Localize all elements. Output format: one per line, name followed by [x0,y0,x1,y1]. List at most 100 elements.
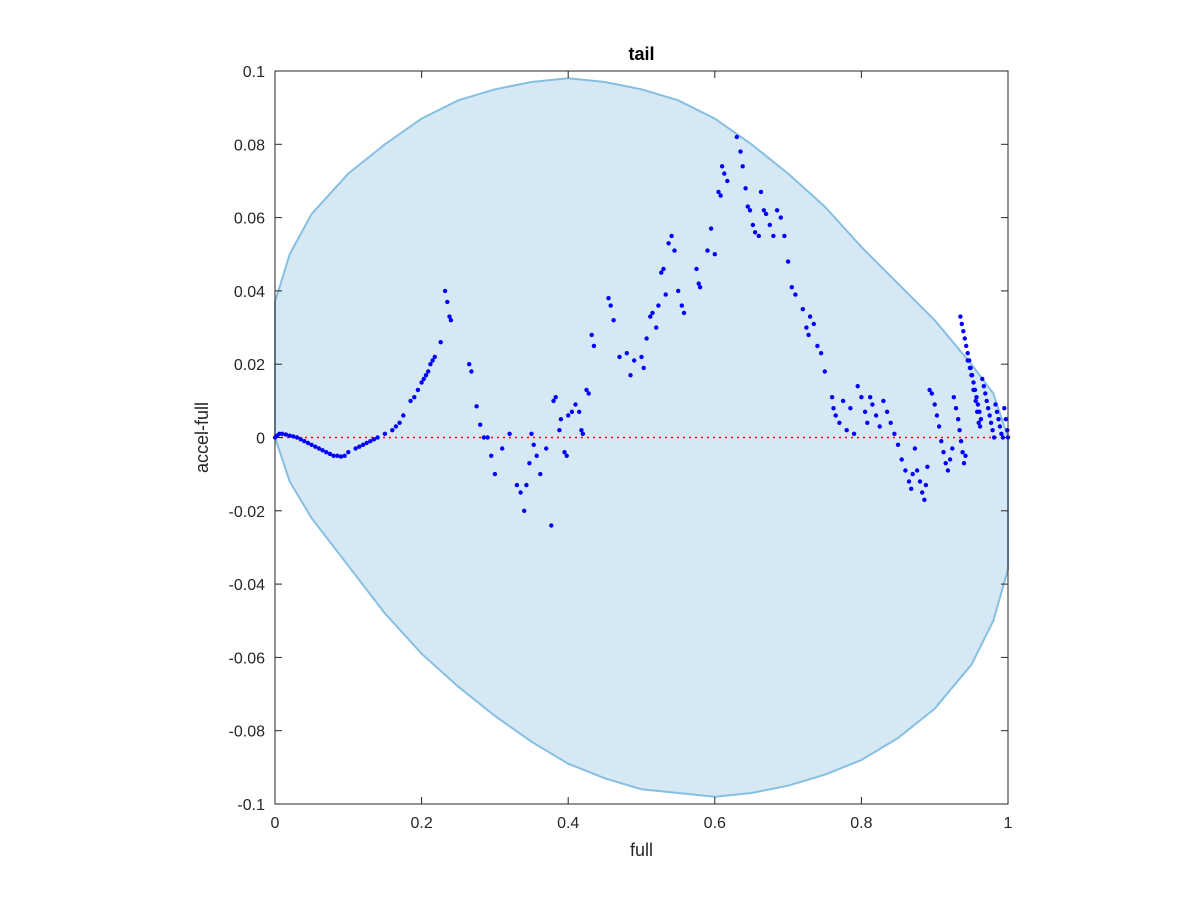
data-point [807,314,813,319]
data-point [912,446,918,451]
data-point [538,471,543,477]
data-point [782,233,787,239]
data-point [868,395,873,400]
data-point [628,373,633,378]
y-tick-label: -0.02 [229,504,266,521]
data-point [743,186,748,191]
data-point [551,398,556,404]
data-point [639,354,644,360]
y-tick-label: -0.04 [229,577,266,594]
data-point [507,431,512,436]
data-point [566,413,571,418]
data-point [313,444,318,449]
data-point [357,444,362,449]
data-point [428,362,433,367]
data-point [831,406,836,411]
data-point [994,409,1000,414]
data-point [758,189,764,195]
data-point [527,461,532,466]
data-point [793,292,798,297]
data-point [981,384,986,389]
data-point [740,164,745,169]
data-point [573,402,578,407]
data-point [725,178,730,184]
data-point [895,442,901,447]
data-point [467,362,472,367]
data-point [666,241,671,246]
data-point [305,440,311,446]
data-point [906,479,912,484]
data-point [914,468,920,473]
data-point [873,413,879,418]
data-point [419,380,424,385]
data-point [722,171,727,176]
data-point [999,431,1004,436]
data-point [577,409,582,414]
data-point [544,446,549,451]
data-point [694,266,699,272]
data-point [947,457,953,462]
data-point [974,395,979,400]
x-tick-label: 1 [1004,815,1013,832]
data-point [283,432,289,437]
data-point [353,446,358,451]
data-point [421,376,426,382]
data-point [489,453,494,458]
data-point [960,450,965,455]
data-point [346,450,351,455]
data-point [591,343,597,349]
data-point [608,303,613,308]
data-point [492,471,498,477]
data-point [291,434,296,439]
data-point [927,387,932,393]
data-point [975,402,981,407]
data-point [415,387,421,393]
data-point [331,453,336,458]
data-point [752,230,758,235]
data-point [851,431,857,436]
data-point [335,453,340,458]
data-point [287,433,292,438]
chart-title: tail [628,44,654,64]
data-point [447,314,452,319]
data-point [448,318,454,323]
data-point [438,340,443,345]
data-point [280,431,285,436]
data-point [514,482,520,488]
data-point [961,329,966,334]
data-point [426,369,431,374]
data-point [986,406,991,411]
data-point [562,450,567,455]
data-point [953,406,959,411]
data-point [848,406,853,411]
data-point [833,413,838,418]
data-point [983,391,988,396]
data-point [569,409,575,414]
data-point [442,288,448,294]
data-point [962,336,967,341]
data-point [719,164,725,169]
data-point [968,365,973,371]
data-point [829,395,835,400]
data-point [342,453,347,458]
x-tick-label: 0.8 [850,815,872,832]
data-point [932,402,937,407]
data-point [524,482,529,488]
data-point [661,266,666,272]
data-point [669,233,674,239]
data-point [606,296,611,301]
data-point [958,314,963,319]
data-point [987,413,992,418]
data-point [364,440,369,446]
data-point [648,314,653,319]
data-point [518,490,523,495]
data-point [534,453,539,458]
data-point [320,448,325,453]
data-point [789,285,794,290]
data-point [961,461,967,466]
data-point [672,248,677,253]
data-point [903,468,908,473]
data-point [432,354,437,360]
y-tick-label: 0.1 [243,64,265,81]
